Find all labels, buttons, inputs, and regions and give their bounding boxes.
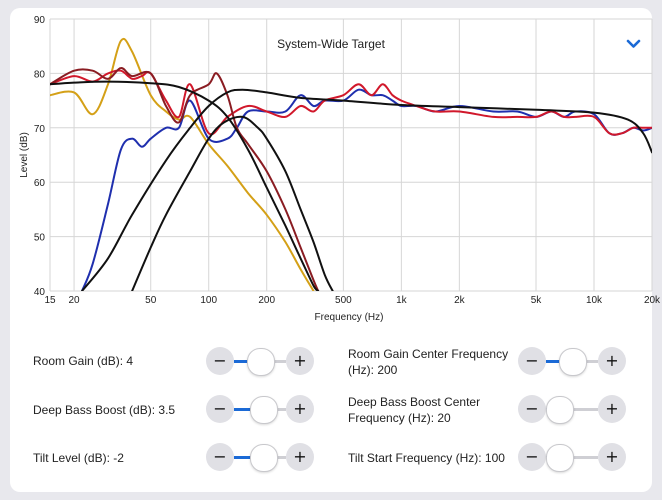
tilt-level-track[interactable]: [234, 444, 286, 472]
chart-grid: [49, 18, 653, 292]
tilt-start-frequency-slider[interactable]: − +: [518, 443, 626, 472]
chart-series: [50, 37, 652, 291]
y-tick-label: 60: [34, 178, 46, 189]
room-gain-increment-button[interactable]: +: [286, 347, 314, 375]
tilt-start-frequency-track[interactable]: [546, 444, 598, 472]
chevron-down-icon[interactable]: [622, 34, 644, 54]
series-line-target-mid: [131, 115, 334, 291]
room-gain-center-label: Room Gain Center Frequency (Hz): 200: [348, 347, 509, 377]
tilt-start-frequency-label: Tilt Start Frequency (Hz): 100: [348, 451, 505, 465]
deep-bass-boost-increment-button[interactable]: +: [286, 395, 314, 423]
tilt-level-decrement-button[interactable]: −: [206, 443, 234, 471]
x-tick-label: 20: [69, 295, 81, 306]
x-tick-label: 200: [258, 295, 275, 306]
x-tick-label: 5k: [531, 295, 543, 306]
series-line-red: [50, 69, 652, 136]
x-axis-label: Frequency (Hz): [315, 312, 384, 323]
room-gain-center-track[interactable]: [546, 348, 598, 376]
deep-bass-boost-center-track[interactable]: [546, 396, 598, 424]
y-tick-label: 80: [34, 69, 46, 80]
tilt-level-increment-button[interactable]: +: [286, 443, 314, 471]
tilt-start-frequency-decrement-button[interactable]: −: [518, 443, 546, 471]
deep-bass-boost-center-increment-button[interactable]: +: [598, 395, 626, 423]
deep-bass-boost-label: Deep Bass Boost (dB): 3.5: [33, 403, 176, 417]
x-tick-label: 15: [44, 295, 56, 306]
y-tick-label: 90: [34, 15, 46, 26]
y-tick-label: 40: [34, 287, 46, 298]
tilt-level-label: Tilt Level (dB): -2: [33, 451, 124, 465]
x-tick-label: 20k: [644, 295, 661, 306]
tilt-start-frequency-increment-button[interactable]: +: [598, 443, 626, 471]
x-axis-ticks: 15 20 50 100 200 500 1k 2k 5k 10k 20k: [44, 295, 661, 306]
y-tick-label: 50: [34, 233, 46, 244]
tilt-level-knob[interactable]: [249, 444, 278, 472]
tilt-level-slider[interactable]: − +: [206, 443, 314, 472]
x-tick-label: 1k: [396, 295, 408, 306]
deep-bass-boost-center-decrement-button[interactable]: −: [518, 395, 546, 423]
room-gain-slider[interactable]: − +: [206, 347, 314, 376]
room-gain-track[interactable]: [234, 348, 286, 376]
y-axis-label: Level (dB): [19, 132, 30, 178]
deep-bass-boost-knob[interactable]: [249, 396, 278, 424]
chart-title: System-Wide Target: [277, 37, 385, 51]
series-line-blue: [81, 88, 652, 291]
x-tick-label: 100: [200, 295, 217, 306]
x-tick-label: 2k: [454, 295, 466, 306]
deep-bass-boost-track-fill: [234, 408, 263, 411]
x-tick-label: 50: [145, 295, 157, 306]
room-gain-center-knob[interactable]: [559, 348, 587, 376]
y-tick-label: 70: [34, 124, 46, 135]
deep-bass-boost-track[interactable]: [234, 396, 286, 424]
room-gain-center-decrement-button[interactable]: −: [518, 347, 546, 375]
deep-bass-boost-center-knob[interactable]: [546, 396, 574, 424]
frequency-response-chart: 15 20 50 100 200 500 1k 2k 5k 10k 20k 40 50 60 70 80 90…: [19, 15, 661, 323]
room-gain-center-increment-button[interactable]: +: [598, 347, 626, 375]
room-gain-label: Room Gain (dB): 4: [33, 354, 134, 368]
room-gain-center-slider[interactable]: − +: [518, 347, 626, 376]
deep-bass-boost-decrement-button[interactable]: −: [206, 395, 234, 423]
x-tick-label: 10k: [586, 295, 603, 306]
series-line-target-low: [81, 88, 652, 291]
deep-bass-boost-center-label: Deep Bass Boost Center Frequency (Hz): 2…: [348, 395, 481, 425]
series-line-gold: [50, 37, 315, 291]
tilt-start-frequency-knob[interactable]: [546, 444, 574, 472]
series-line-darkred: [50, 67, 320, 291]
y-axis-ticks: 40 50 60 70 80 90: [34, 15, 46, 298]
series-line-target-high: [50, 80, 320, 291]
deep-bass-boost-slider[interactable]: − +: [206, 395, 314, 424]
deep-bass-boost-center-slider[interactable]: − +: [518, 395, 626, 424]
room-gain-knob[interactable]: [247, 348, 275, 376]
x-tick-label: 500: [335, 295, 352, 306]
tilt-level-track-fill: [234, 456, 263, 459]
room-gain-decrement-button[interactable]: −: [206, 347, 234, 375]
